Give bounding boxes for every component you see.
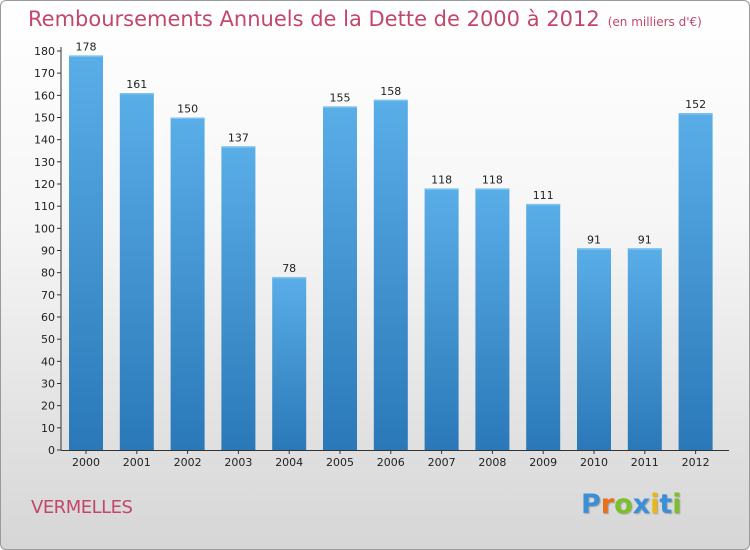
bar <box>272 277 307 450</box>
data-label: 158 <box>380 85 401 98</box>
x-tick-label: 2000 <box>72 456 100 469</box>
y-tick-label: 40 <box>41 355 55 368</box>
bar-top-edge <box>577 248 611 250</box>
data-label: 150 <box>177 103 198 116</box>
y-tick-label: 180 <box>34 45 55 58</box>
x-tick-label: 2009 <box>529 456 557 469</box>
proxiti-logo: Proxiti <box>581 489 682 520</box>
x-tick-label: 2007 <box>428 456 456 469</box>
data-label: 137 <box>228 131 249 144</box>
y-tick-label: 50 <box>41 333 55 346</box>
bar <box>373 99 408 451</box>
bar <box>526 203 561 450</box>
data-label: 111 <box>533 189 554 202</box>
logo-letter: o <box>614 489 633 520</box>
bar <box>119 93 154 450</box>
y-tick-label: 70 <box>41 289 55 302</box>
y-tick-label: 90 <box>41 245 55 258</box>
bar <box>424 188 459 450</box>
data-label: 118 <box>482 173 503 186</box>
x-tick-label: 2012 <box>682 456 710 469</box>
bar-top-edge <box>221 146 256 148</box>
y-tick-label: 140 <box>34 134 55 147</box>
data-label: 78 <box>282 262 296 275</box>
bar-top-edge <box>119 93 154 95</box>
data-label: 152 <box>685 98 706 111</box>
logo-letter: P <box>581 489 601 520</box>
logo-letter: i <box>672 489 682 520</box>
bar <box>627 248 662 450</box>
bar <box>69 55 103 450</box>
logo-letter: i <box>650 489 660 520</box>
data-label: 155 <box>330 91 351 104</box>
data-label: 178 <box>76 40 97 53</box>
data-label: 118 <box>431 173 452 186</box>
y-tick-label: 20 <box>41 400 55 413</box>
logo-letter: r <box>600 489 615 520</box>
x-tick-label: 2011 <box>631 456 659 469</box>
bar <box>170 117 205 450</box>
x-tick-label: 2010 <box>580 456 608 469</box>
x-tick-label: 2005 <box>326 456 354 469</box>
bar-top-edge <box>69 55 103 57</box>
bars: 178 161 150 137 78 155 158 118 118 111 91 91 152 <box>69 40 713 451</box>
data-label: 161 <box>126 78 147 91</box>
y-tick-label: 150 <box>34 112 55 125</box>
chart-subtitle: (en milliers d'€) <box>607 15 702 29</box>
commune-name: VERMELLES <box>31 497 133 518</box>
y-tick-label: 10 <box>41 422 55 435</box>
y-tick-label: 0 <box>48 444 55 457</box>
y-tick-label: 100 <box>34 222 55 235</box>
x-tick-label: 2002 <box>174 456 202 469</box>
bar-top-edge <box>678 113 713 115</box>
logo-letter: t <box>659 489 673 520</box>
x-axis: 2000 2001 2002 2003 2004 2005 2006 2007 2008 2009… <box>61 450 729 469</box>
x-tick-label: 2008 <box>478 456 506 469</box>
data-label: 91 <box>638 233 652 246</box>
y-tick-label: 110 <box>34 200 55 213</box>
bar <box>577 248 611 450</box>
y-tick-label: 160 <box>34 89 55 102</box>
logo-letter: x <box>632 489 651 520</box>
chart-title: Remboursements Annuels de la Dette de 20… <box>28 7 702 31</box>
bar-top-edge <box>272 277 307 279</box>
bar-top-edge <box>627 248 662 250</box>
bar <box>475 188 510 450</box>
y-tick-label: 80 <box>41 267 55 280</box>
bar-top-edge <box>424 188 459 190</box>
x-tick-label: 2004 <box>275 456 303 469</box>
x-tick-label: 2001 <box>123 456 151 469</box>
x-tick-label: 2006 <box>377 456 405 469</box>
bar-top-edge <box>475 188 510 190</box>
chart-title-main: Remboursements Annuels de la Dette de 20… <box>28 7 600 31</box>
x-tick-label: 2003 <box>224 456 252 469</box>
y-axis: 0 10 20 30 40 50 60 70 80 90 100 110 120 130 140 150 160… <box>34 45 62 457</box>
bar-top-edge <box>526 203 561 206</box>
bar-top-edge <box>323 106 357 108</box>
y-tick-label: 60 <box>41 311 55 324</box>
data-label: 91 <box>587 233 601 246</box>
bar <box>678 113 713 451</box>
y-tick-label: 130 <box>34 156 55 169</box>
y-tick-label: 120 <box>34 178 55 191</box>
bar <box>323 106 357 451</box>
bar <box>221 146 256 451</box>
bar-top-edge <box>170 117 205 119</box>
bar-top-edge <box>373 99 408 102</box>
y-tick-label: 170 <box>34 67 55 80</box>
y-tick-label: 30 <box>41 378 55 391</box>
